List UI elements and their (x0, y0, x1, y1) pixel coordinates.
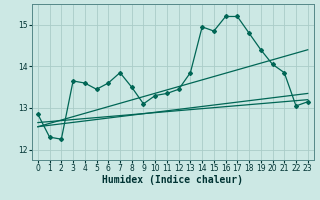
X-axis label: Humidex (Indice chaleur): Humidex (Indice chaleur) (102, 175, 243, 185)
